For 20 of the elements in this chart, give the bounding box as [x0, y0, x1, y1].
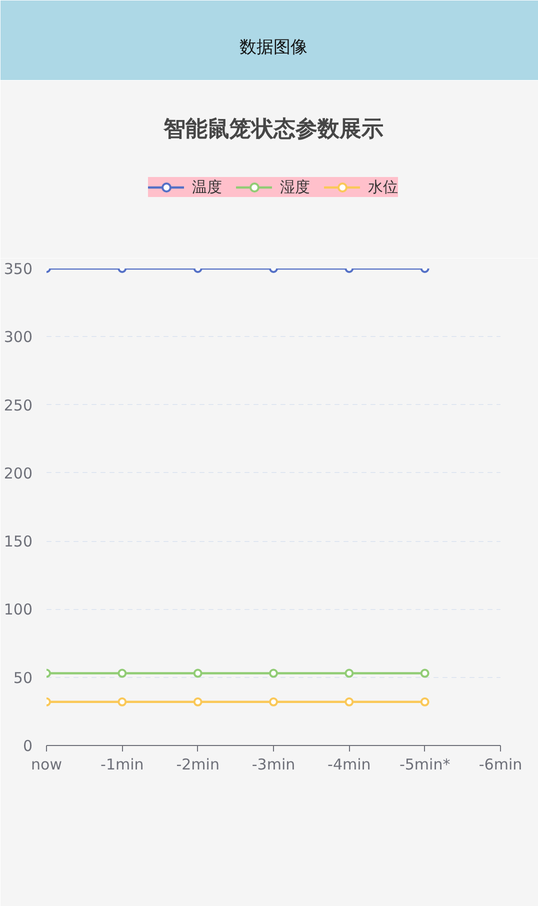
y-tick-label: 300 [4, 328, 33, 346]
legend-label: 湿度 [280, 177, 310, 197]
x-tick-label: -3min [252, 756, 296, 774]
legend-label: 温度 [192, 177, 222, 197]
y-tick-label: 150 [4, 532, 33, 551]
x-tick-label: -6min [478, 756, 522, 774]
y-tick-label: 350 [4, 260, 33, 278]
y-tick-label: 100 [4, 600, 33, 619]
legend-label: 水位 [368, 177, 398, 197]
y-tick-label: 0 [22, 737, 33, 755]
x-tick-label: -4min [328, 756, 371, 774]
y-tick-label: 200 [4, 464, 33, 482]
x-tick-label: -1min [100, 756, 144, 774]
y-tick-label: 50 [13, 668, 33, 687]
x-tick-label: -5min* [399, 756, 451, 774]
text: 数据图像 [240, 38, 308, 58]
chart-title: 智能鼠笼状态参数展示 [162, 117, 384, 142]
x-tick-label: now [31, 756, 62, 774]
x-tick-label: -2min [176, 756, 220, 774]
y-tick-label: 250 [4, 396, 33, 414]
